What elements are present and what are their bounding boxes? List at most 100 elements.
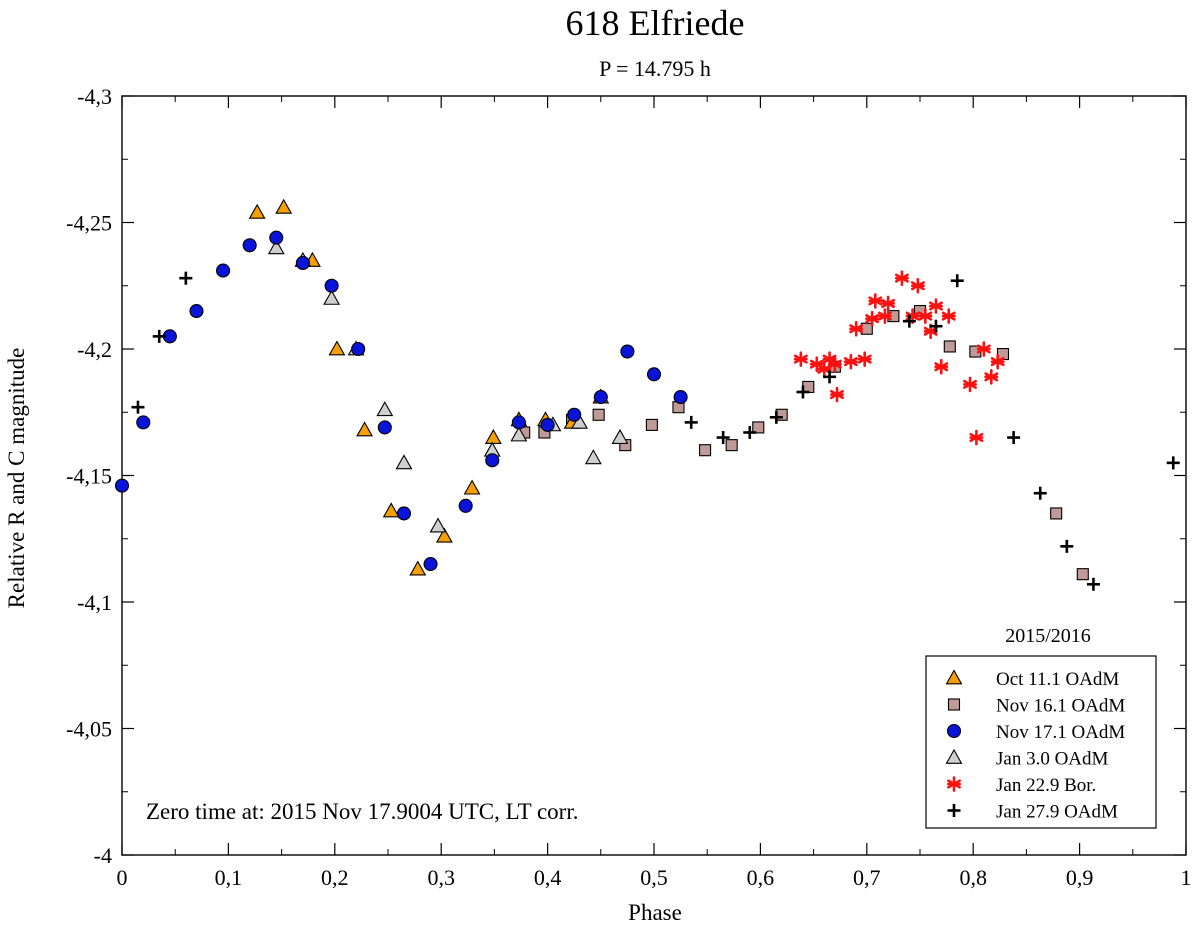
data-point — [1086, 577, 1100, 591]
data-point — [324, 278, 339, 293]
data-point — [136, 415, 151, 430]
data-point — [540, 417, 555, 432]
data-point — [275, 198, 293, 214]
data-point — [823, 370, 837, 384]
data-point — [877, 308, 892, 324]
data-point — [963, 376, 977, 393]
legend-marker — [947, 776, 961, 792]
chart-title: 618 Elfriede — [566, 3, 745, 43]
data-point — [857, 351, 872, 367]
data-point — [376, 401, 394, 417]
x-tick-label: 0,1 — [215, 865, 243, 890]
y-tick-label: -4,3 — [77, 84, 112, 109]
x-tick-label: 0,7 — [853, 865, 881, 890]
legend-marker — [947, 804, 961, 817]
data-point — [593, 390, 608, 405]
data-point — [984, 369, 999, 385]
data-point — [1033, 486, 1047, 500]
data-point — [216, 263, 231, 278]
y-axis-label: Relative R and C magnitude — [4, 348, 29, 609]
data-point — [950, 274, 964, 288]
legend-label: Jan 3.0 OAdM — [996, 749, 1109, 770]
data-point — [743, 425, 757, 439]
data-point — [716, 431, 730, 445]
data-point — [1060, 539, 1074, 553]
data-point — [189, 303, 204, 319]
legend-label: Nov 17.1 OAdM — [996, 722, 1125, 743]
data-point — [611, 428, 629, 444]
y-tick-label: -4,25 — [66, 211, 112, 236]
data-point — [673, 390, 688, 405]
data-point — [485, 453, 500, 468]
data-point — [817, 361, 832, 378]
series-circle-2 — [114, 230, 688, 572]
axes: 0 0,1 0,2 0,3 0,4 0,5 0,6 0,7 0,8 0,9 1 -4,3 -4,25 -4… — [66, 84, 1191, 890]
data-point — [775, 408, 788, 421]
data-point — [463, 479, 481, 495]
data-point — [382, 502, 400, 518]
x-tick-label: 0,8 — [959, 865, 987, 890]
data-point — [152, 329, 166, 343]
data-point — [1076, 568, 1089, 581]
data-point — [881, 295, 896, 312]
x-tick-label: 0,5 — [640, 865, 668, 890]
data-point — [868, 293, 883, 309]
data-point — [843, 353, 858, 370]
x-tick-label: 0,9 — [1066, 865, 1094, 890]
legend-marker — [945, 748, 963, 764]
data-point — [699, 444, 712, 457]
data-point — [910, 277, 925, 294]
data-point — [943, 340, 956, 353]
y-tick-label: -4 — [94, 843, 112, 868]
y-tick-label: -4,1 — [77, 590, 112, 615]
x-tick-label: 0,3 — [427, 865, 455, 890]
data-point — [827, 356, 842, 372]
y-tick-label: -4,15 — [66, 464, 112, 489]
data-point — [1050, 507, 1063, 520]
data-point — [567, 407, 582, 422]
data-point — [458, 498, 473, 513]
data-point — [929, 298, 943, 314]
data-point — [929, 319, 943, 333]
data-point — [242, 238, 257, 253]
legend-marker — [945, 669, 963, 685]
data-point — [849, 320, 864, 337]
legend-label: Jan 27.9 OAdM — [996, 802, 1118, 823]
data-point — [941, 308, 956, 324]
data-point — [584, 449, 602, 465]
data-point — [646, 367, 662, 382]
data-point — [645, 418, 658, 431]
x-axis-label: Phase — [628, 900, 682, 925]
data-point — [429, 517, 447, 533]
data-point — [894, 270, 909, 286]
legend: Oct 11.1 OAdM Nov 16.1 OAdM Nov 17.1 OAdM J… — [945, 669, 1125, 823]
data-point — [484, 428, 502, 444]
legend-marker — [947, 698, 961, 711]
data-point — [179, 271, 193, 285]
x-tick-label: 0,2 — [321, 865, 349, 890]
data-point — [865, 310, 880, 327]
data-point — [423, 556, 438, 572]
series-plus-5 — [131, 271, 1180, 591]
data-point — [510, 426, 528, 442]
data-point — [377, 420, 392, 435]
data-point — [902, 314, 916, 328]
data-point — [796, 385, 810, 399]
legend-label: Oct 11.1 OAdM — [996, 669, 1119, 690]
data-point — [396, 506, 412, 521]
data-point — [592, 408, 605, 421]
series-asterisk-4 — [793, 270, 1005, 446]
data-point — [356, 421, 374, 437]
data-point — [752, 421, 765, 434]
data-point — [269, 230, 284, 245]
data-point — [267, 239, 285, 255]
data-point — [295, 255, 310, 271]
data-point — [1007, 431, 1021, 445]
data-point — [830, 386, 844, 403]
chart-subtitle: P = 14.795 h — [599, 56, 711, 81]
data-point — [435, 527, 453, 543]
x-tick-label: 0,6 — [747, 865, 775, 890]
legend-label: Nov 16.1 OAdM — [996, 696, 1125, 717]
data-point — [409, 560, 427, 576]
